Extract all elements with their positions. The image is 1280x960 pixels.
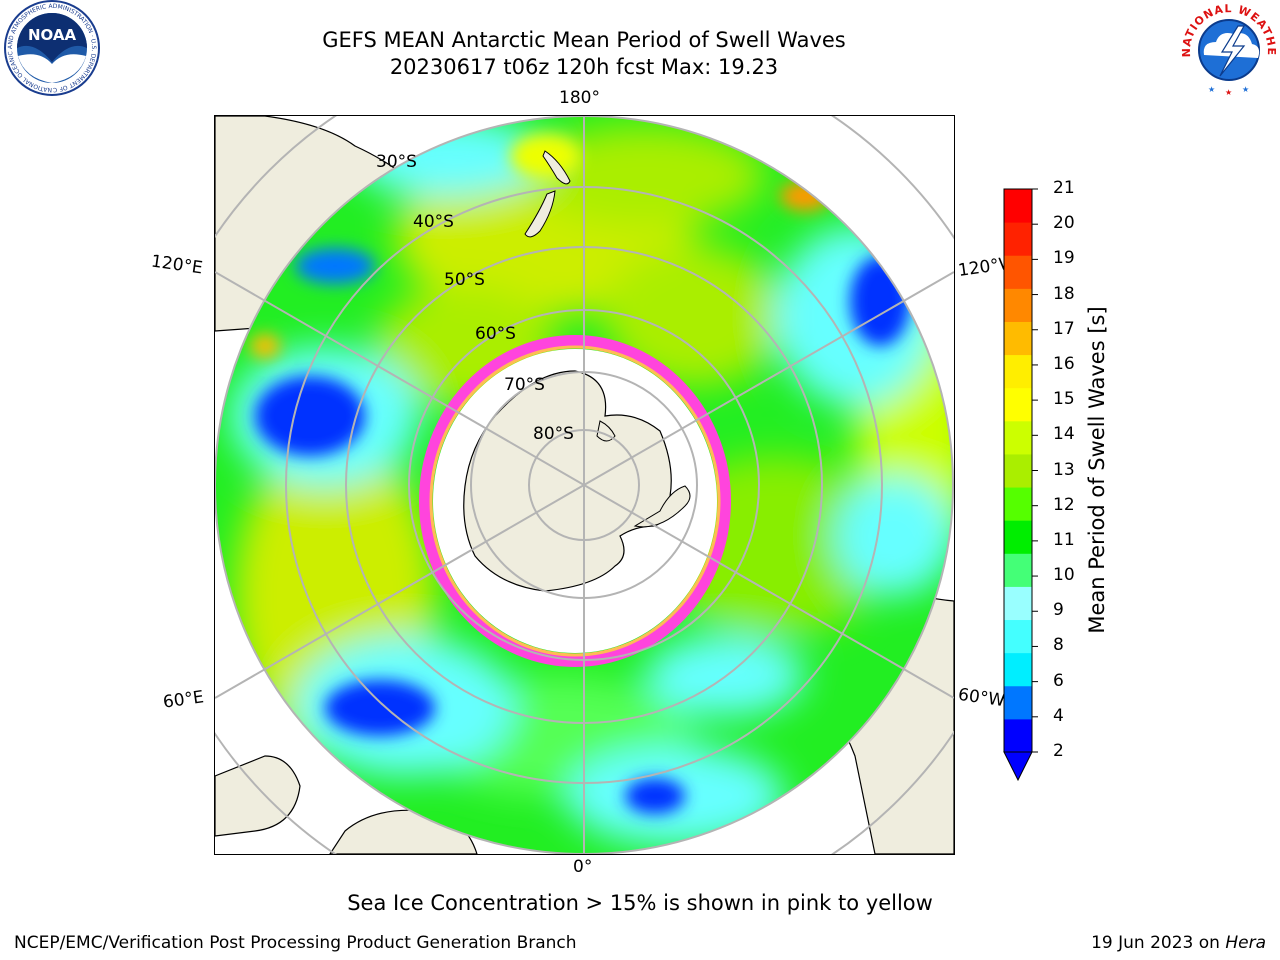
colorbar-tick-label: 13 (1053, 459, 1075, 480)
colorbar-tick-label: 2 (1053, 741, 1064, 761)
lat-label-50s: 50°S (444, 270, 485, 290)
footer-branch: NCEP/EMC/Verification Post Processing Pr… (14, 933, 577, 953)
colorbar-extend-min (1003, 751, 1033, 782)
lat-label-70s: 70°S (504, 375, 545, 395)
colorbar-bin-15 (1004, 222, 1032, 256)
colorbar-bin-10 (1004, 387, 1032, 422)
colorbar-bin-5 (1004, 553, 1032, 587)
antarctica (463, 370, 672, 592)
lon-label-60e: 60°E (161, 687, 206, 713)
colorbar-tick-label: 9 (1053, 600, 1064, 621)
colorbar-bin-6 (1004, 520, 1032, 554)
colorbar-bin-1 (1004, 685, 1032, 720)
colorbar-tick-label: 14 (1053, 424, 1075, 445)
chart-title-line1: GEFS MEAN Antarctic Mean Period of Swell… (322, 28, 846, 52)
colorbar-bin-16 (1004, 189, 1032, 223)
footer-machine: Hera (1225, 933, 1266, 953)
colorbar-tick-label: 16 (1053, 353, 1075, 374)
new-zealand (524, 150, 571, 238)
colorbar-tick-label: 11 (1053, 529, 1075, 550)
colorbar-label: Mean Period of Swell Waves [s] (1085, 306, 1109, 634)
polar-map (214, 115, 955, 855)
colorbar-bin-13 (1004, 288, 1032, 322)
colorbar (1003, 188, 1038, 782)
colorbar-tick-label: 6 (1053, 670, 1064, 691)
lat-label-40s: 40°S (413, 212, 454, 232)
lat-label-60s: 60°S (475, 324, 516, 344)
lat-label-80s: 80°S (533, 424, 574, 444)
chart-title-line2: 20230617 t06z 120h fcst Max: 19.23 (389, 55, 779, 79)
lon-label-180: 180° (559, 88, 600, 108)
colorbar-bin-7 (1004, 487, 1032, 521)
lon-label-60w: 60°W (956, 684, 1007, 712)
lon-label-0: 0° (573, 857, 593, 877)
noaa-logo: NATIONAL OCEANIC AND ATMOSPHERIC ADMINIS… (0, 0, 100, 96)
colorbar-bin-9 (1004, 420, 1032, 455)
colorbar-bin-11 (1004, 354, 1032, 389)
colorbar-bin-0 (1004, 718, 1032, 753)
colorbar-tick-label: 15 (1053, 389, 1075, 410)
colorbar-tick-label: 10 (1053, 565, 1075, 586)
colorbar-bin-12 (1004, 321, 1032, 356)
colorbar-bin-8 (1004, 453, 1032, 488)
colorbar-tick-label: 12 (1053, 494, 1075, 515)
graticule (215, 116, 954, 854)
footer-date: 19 Jun 2023 on Hera (1091, 933, 1266, 953)
svg-text:★: ★ (1208, 85, 1215, 94)
nws-logo: NATIONAL WEATHER SERVICE ★ ★ ★ (1178, 0, 1277, 97)
footer-date-text: 19 Jun 2023 on (1091, 933, 1226, 953)
colorbar-tick-label: 18 (1053, 283, 1075, 304)
colorbar-bin-3 (1004, 619, 1032, 654)
noaa-text: NOAA (28, 26, 77, 44)
lon-label-120e: 120°E (149, 251, 204, 279)
sea-ice-caption: Sea Ice Concentration > 15% is shown in … (347, 891, 933, 915)
svg-text:★: ★ (1242, 85, 1249, 94)
polar-map-canvas (215, 116, 954, 854)
colorbar-tick-label: 4 (1053, 705, 1064, 726)
colorbar-tick-label: 8 (1053, 635, 1064, 656)
colorbar-tick-label: 21 (1053, 178, 1075, 198)
swell-period-field (215, 116, 953, 854)
colorbar-tick-label: 20 (1053, 213, 1075, 234)
svg-text:★: ★ (1225, 88, 1232, 97)
lat-label-30s: 30°S (376, 152, 417, 172)
colorbar-bin-2 (1004, 652, 1032, 687)
colorbar-bin-4 (1004, 586, 1032, 621)
colorbar-tick-label: 17 (1053, 318, 1075, 339)
colorbar-bin-14 (1004, 255, 1032, 289)
colorbar-tick-label: 19 (1053, 248, 1075, 269)
